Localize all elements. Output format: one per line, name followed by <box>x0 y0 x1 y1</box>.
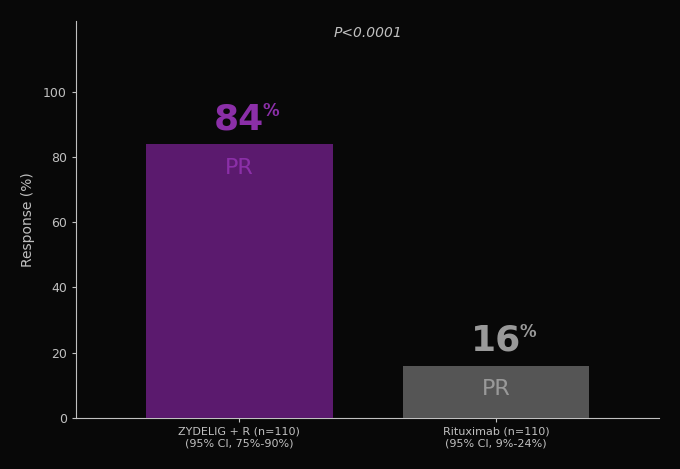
Text: P<0.0001: P<0.0001 <box>333 26 402 40</box>
Text: %: % <box>262 102 279 120</box>
Text: 84: 84 <box>214 102 265 136</box>
Bar <box>403 365 589 417</box>
Text: %: % <box>520 323 536 341</box>
Bar <box>146 144 333 417</box>
Text: 16: 16 <box>471 324 521 357</box>
Text: PR: PR <box>225 136 254 178</box>
Text: PR: PR <box>481 357 510 399</box>
Y-axis label: Response (%): Response (%) <box>21 172 35 266</box>
